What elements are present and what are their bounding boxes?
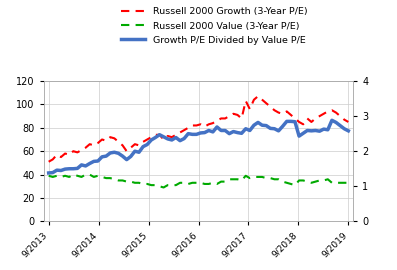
Legend: Russell 2000 Growth (3-Year P/E), Russell 2000 Value (3-Year P/E), Growth P/E Di: Russell 2000 Growth (3-Year P/E), Russel… bbox=[121, 7, 307, 45]
